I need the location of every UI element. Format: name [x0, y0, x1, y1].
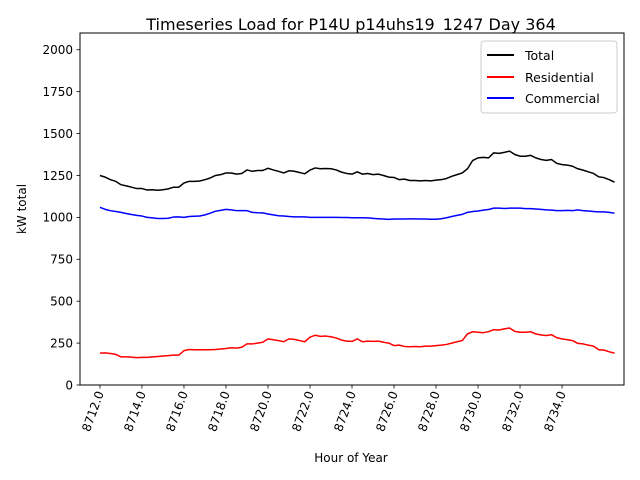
x-axis-label: Hour of Year: [314, 451, 388, 465]
legend-label-commercial: Commercial: [525, 91, 600, 106]
y-tick-label: 250: [50, 336, 73, 350]
x-tick-label: 8724.0: [331, 389, 359, 433]
y-tick-label: 0: [65, 378, 73, 392]
x-tick-label: 8716.0: [163, 389, 191, 433]
x-tick-label: 8728.0: [415, 389, 443, 433]
series-line-commercial: [99, 206, 615, 221]
x-tick-label: 8722.0: [289, 389, 317, 433]
y-tick-label: 750: [50, 253, 73, 267]
y-tick-label: 1500: [42, 127, 73, 141]
y-tick-label: 1250: [42, 169, 73, 183]
x-tick-label: 8714.0: [121, 389, 149, 433]
x-tick-label: 8718.0: [205, 389, 233, 433]
series-line-total: [99, 150, 615, 191]
x-tick-label: 8720.0: [247, 389, 275, 433]
legend: Total Residential Commercial: [480, 40, 618, 114]
legend-label-total: Total: [524, 48, 554, 63]
y-tick-label: 1000: [42, 211, 73, 225]
legend-label-residential: Residential: [525, 70, 594, 85]
plot-frame: [79, 32, 625, 386]
y-tick-label: 1750: [42, 85, 73, 99]
legend-box: [480, 40, 618, 114]
x-tick-label: 8730.0: [457, 389, 485, 433]
x-tick-label: 8734.0: [541, 389, 569, 433]
y-axis-label: kW total: [15, 184, 29, 234]
series-layer: [99, 150, 615, 359]
chart-title: Timeseries Load for P14U p14uhs19_1247 D…: [145, 15, 556, 35]
x-tick-label: 8712.0: [79, 389, 107, 433]
x-tick-label: 8732.0: [499, 389, 527, 433]
x-tick-label: 8726.0: [373, 389, 401, 433]
y-tick-label: 500: [50, 294, 73, 308]
series-line-residential: [99, 327, 615, 359]
y-tick-label: 2000: [42, 43, 73, 57]
